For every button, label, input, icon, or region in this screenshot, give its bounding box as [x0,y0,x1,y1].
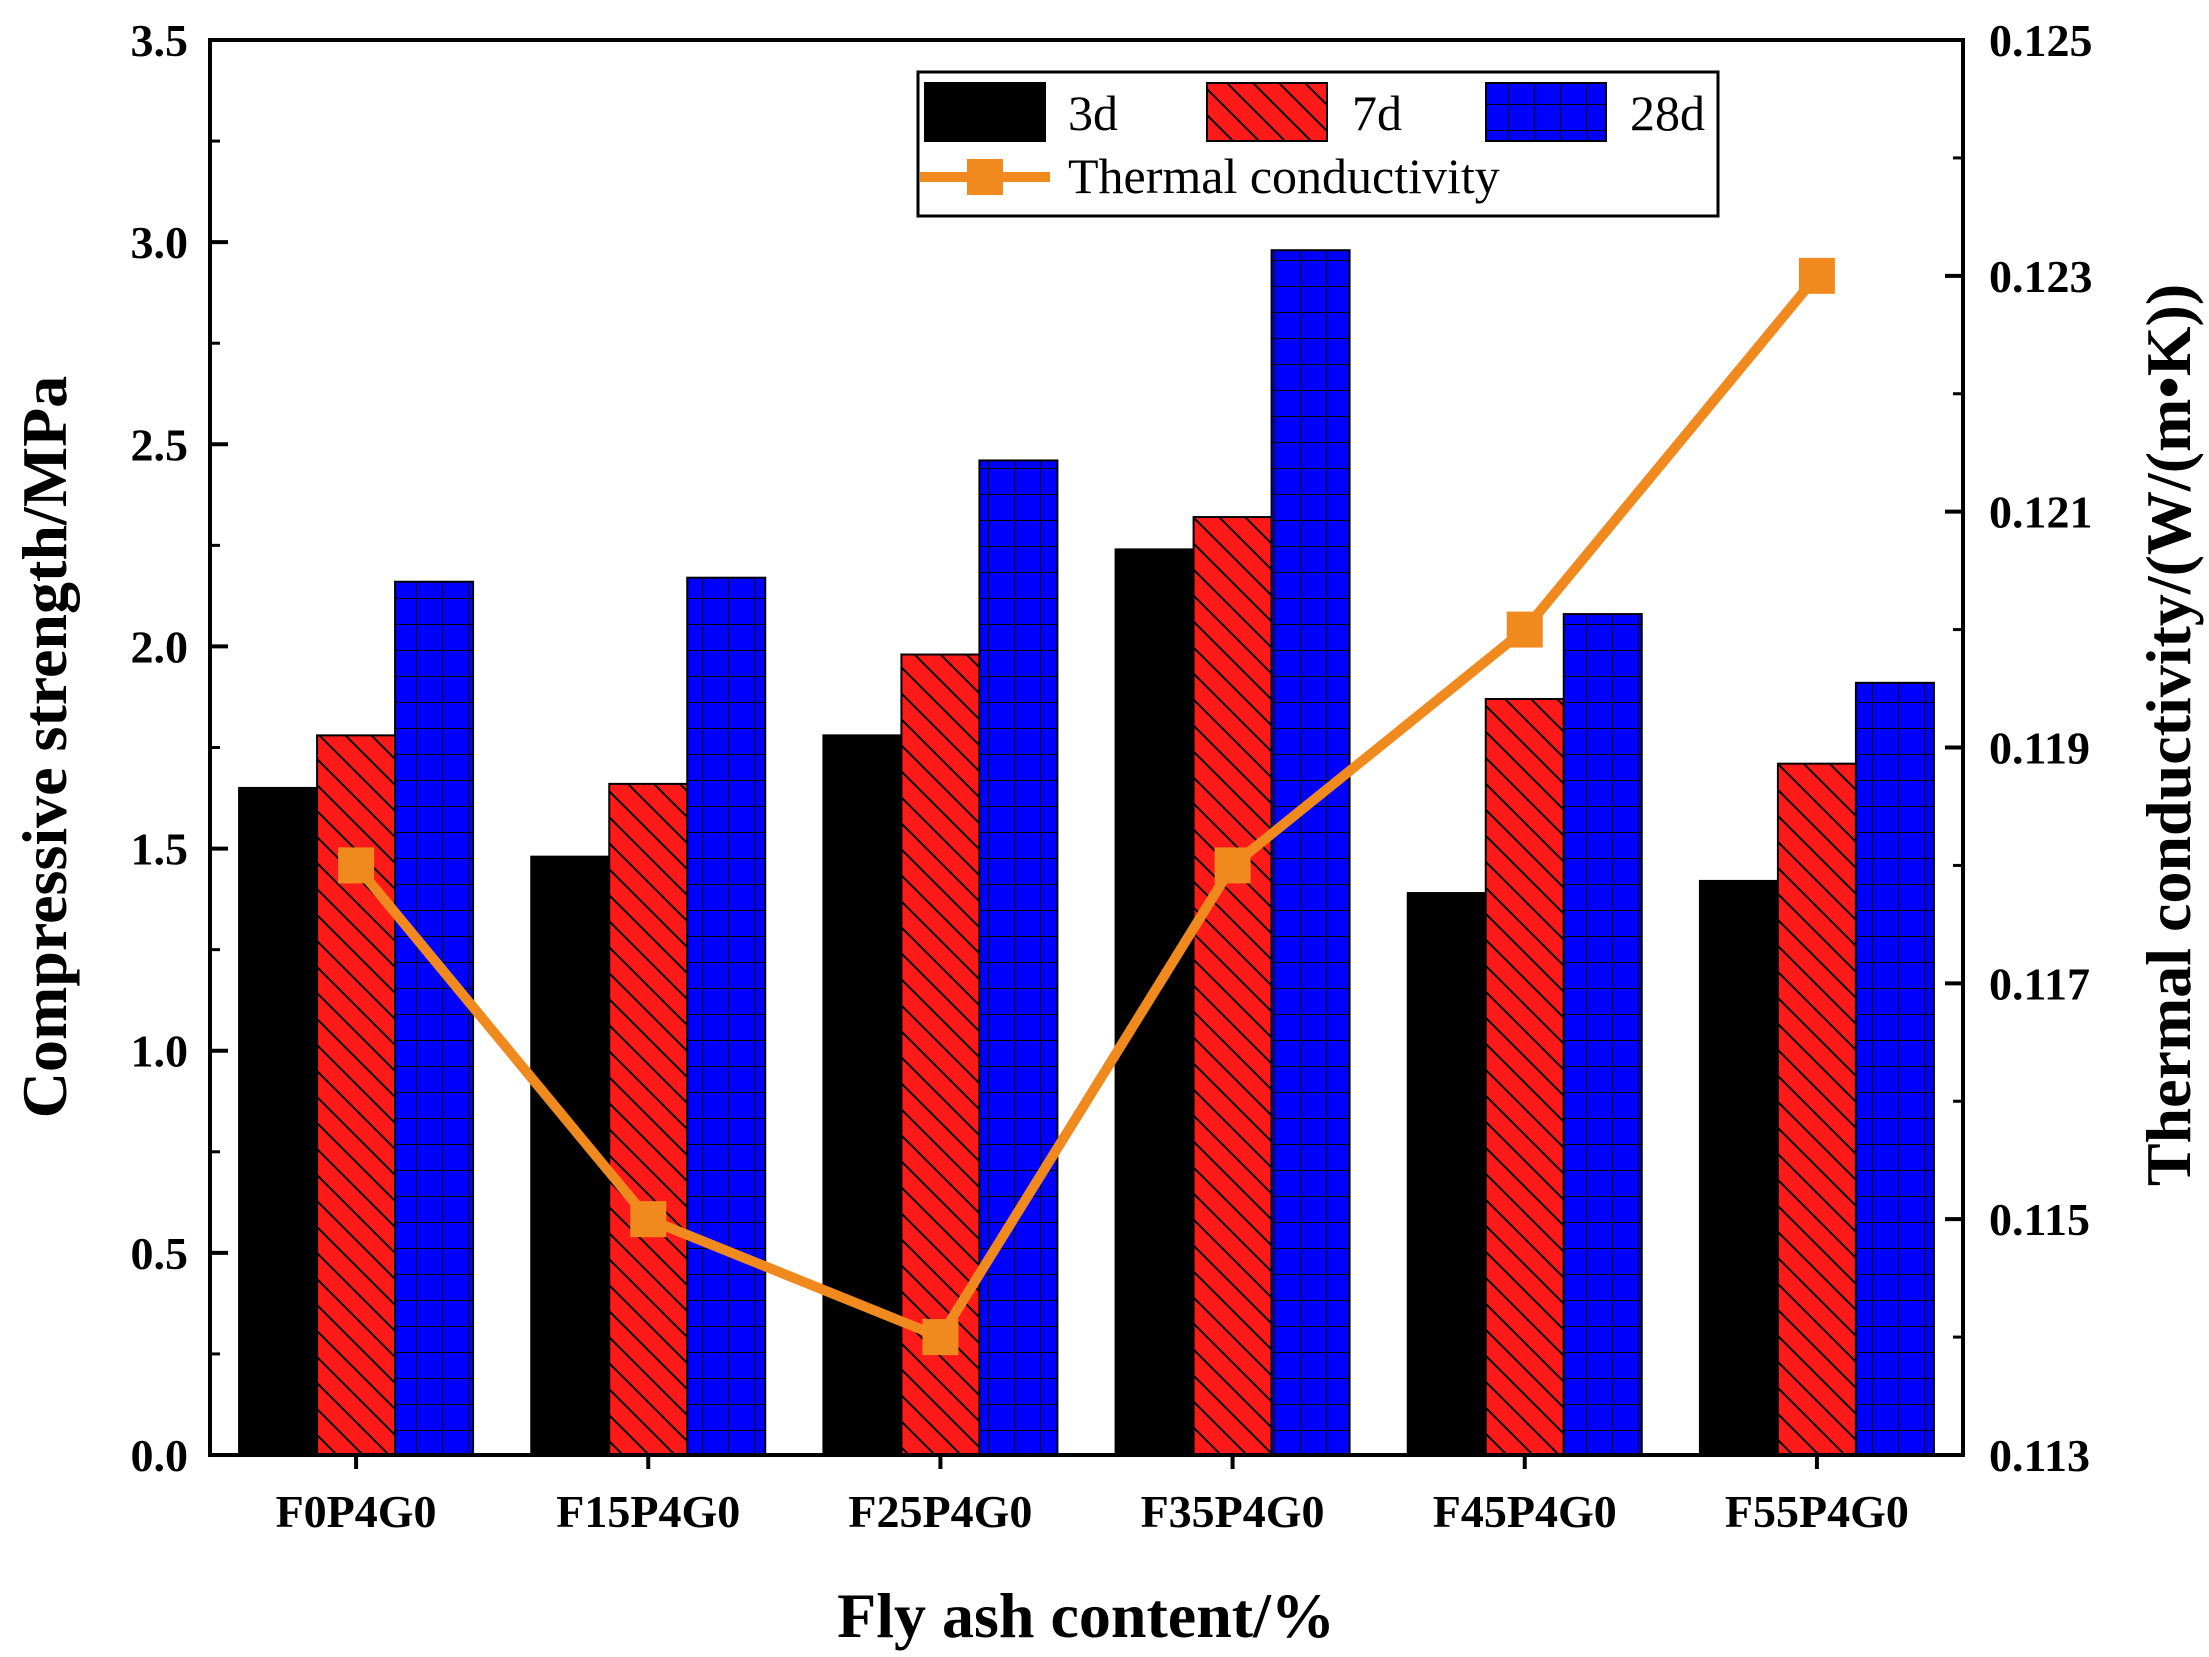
y-tick-label: 2.5 [131,419,189,470]
y-tick-label: 1.0 [131,1026,189,1077]
thermal-conductivity-line [352,272,1821,1343]
y-tick-label: 0.0 [131,1430,189,1481]
thermal-conductivity-point-F45P4G0 [1506,611,1543,648]
thermal-conductivity-point-F25P4G0 [922,1319,959,1356]
y2-tick-label: 0.119 [1989,723,2090,774]
legend-line-marker [967,159,1003,195]
x-tick-label: F35P4G0 [1141,1486,1325,1537]
y-tick-label: 0.5 [131,1228,189,1279]
left-y-axis: 0.0 0.5 1.0 1.5 2.0 2.5 3.0 3.5 [131,15,228,1481]
bar-3d-F45P4G0 [1406,892,1487,1456]
y2-tick-label: 0.123 [1989,251,2093,302]
x-tick-label: F55P4G0 [1725,1486,1909,1537]
legend-swatch-28d [1485,82,1607,142]
legend-swatch-3d [924,82,1046,142]
y2-tick-label: 0.115 [1989,1194,2090,1245]
bar-3d-F25P4G0 [822,734,903,1456]
bar-28d-F0P4G0 [394,580,475,1456]
legend-swatch-7d [1206,82,1328,142]
x-tick-label: F0P4G0 [276,1486,437,1537]
y2-tick-label: 0.125 [1989,15,2093,66]
bar-28d-F35P4G0 [1270,249,1351,1457]
y-tick-label: 3.0 [131,217,189,268]
y-axis-title: Compressive strength/MPa [9,376,80,1118]
bar-7d-F35P4G0 [1192,516,1273,1456]
bar-7d-F45P4G0 [1484,697,1565,1456]
right-y-axis: 0.113 0.115 0.117 0.119 0.121 0.123 0.125 [1945,15,2093,1481]
thermal-conductivity-point-F55P4G0 [1798,257,1835,294]
x-axis: F0P4G0 F15P4G0 F25P4G0 F35P4G0 F45P4G0 F55P4G… [276,1455,1909,1537]
y2-axis-title: Thermal conductivity/(W/(m•K)) [2133,284,2204,1186]
thermal-conductivity-point-F0P4G0 [338,847,375,884]
thermal-conductivity-point-F15P4G0 [630,1201,667,1238]
legend: 3d 7d 28d Thermal conductivity [916,70,1720,218]
bar-28d-F55P4G0 [1854,681,1935,1456]
x-tick-label: F15P4G0 [556,1486,740,1537]
bar-28d-F45P4G0 [1562,613,1643,1456]
legend-label-7d: 7d [1352,85,1402,141]
bar-3d-F0P4G0 [238,786,319,1456]
y2-tick-label: 0.121 [1989,487,2093,538]
y-tick-label: 2.0 [131,621,189,672]
bar-7d-F0P4G0 [316,734,397,1456]
bar-group [238,249,1935,1457]
thermal-conductivity-point-F35P4G0 [1214,847,1251,884]
x-tick-label: F25P4G0 [848,1486,1032,1537]
y2-tick-label: 0.117 [1989,958,2090,1009]
x-axis-title: Fly ash content/% [837,1580,1335,1651]
bar-28d-F25P4G0 [978,459,1059,1456]
y-tick-label: 1.5 [131,824,189,875]
legend-label-thermal-conductivity: Thermal conductivity [1068,148,1500,204]
legend-label-3d: 3d [1068,85,1118,141]
bar-3d-F55P4G0 [1698,879,1779,1456]
y2-tick-label: 0.113 [1989,1430,2090,1481]
y-tick-label: 3.5 [131,15,189,66]
thermal-conductivity-line-layer [338,257,1835,1356]
bar-7d-F15P4G0 [608,782,689,1456]
bar-7d-F55P4G0 [1776,762,1857,1456]
bar-3d-F35P4G0 [1114,548,1195,1456]
bar-28d-F15P4G0 [686,576,767,1456]
x-tick-label: F45P4G0 [1433,1486,1617,1537]
legend-label-28d: 28d [1630,85,1705,141]
